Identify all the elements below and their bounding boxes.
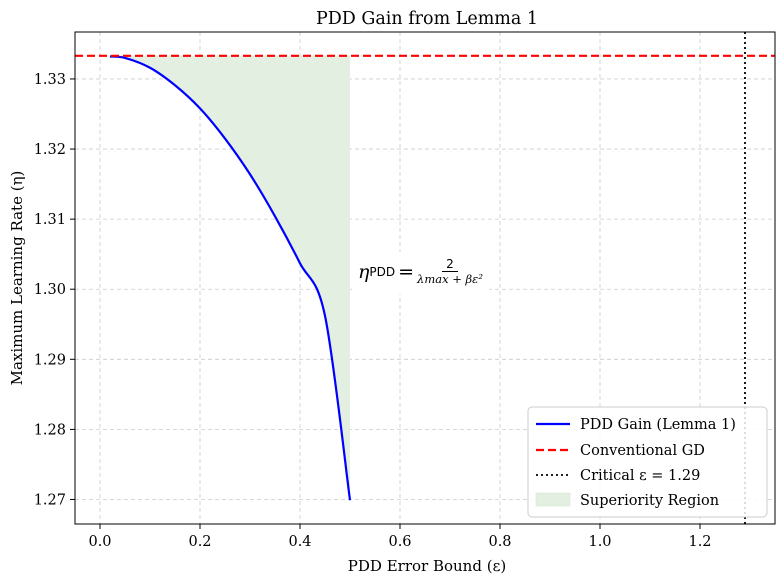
formula-numerator: 2	[442, 258, 458, 272]
legend-swatch-superiority	[535, 492, 571, 507]
x-tick-label: 0.4	[288, 534, 311, 550]
y-tick-label: 1.30	[34, 282, 66, 298]
chart-title: PDD Gain from Lemma 1	[316, 9, 538, 29]
legend: PDD Gain (Lemma 1) Conventional GD Criti…	[527, 406, 768, 518]
legend-label-conventional-gd: Conventional GD	[580, 443, 705, 459]
x-axis-label: PDD Error Bound (ε)	[348, 557, 506, 575]
x-tick-label: 0.8	[488, 534, 511, 550]
y-axis-label: Maximum Learning Rate (η)	[8, 171, 26, 386]
y-tick-label: 1.27	[34, 492, 66, 508]
plot-frame	[74, 31, 776, 525]
pdd-gain-curve	[109, 55, 352, 501]
formula-fraction: 2 λmax + βε²	[417, 258, 483, 287]
y-tick-label: 1.31	[34, 212, 66, 228]
x-tick-label: 1.0	[588, 534, 611, 550]
formula-equals: =	[398, 261, 415, 283]
formula-eta: η	[358, 261, 370, 283]
x-tick-label: 0.6	[388, 534, 411, 550]
y-tick-label: 1.32	[34, 142, 66, 158]
legend-box	[527, 406, 768, 518]
y-tick-label: 1.29	[34, 352, 66, 368]
legend-label-pdd-gain: PDD Gain (Lemma 1)	[580, 417, 736, 433]
legend-label-critical: Critical ε = 1.29	[580, 468, 700, 484]
x-tick-label: 0.2	[188, 534, 211, 550]
y-axis-ticks: 1.27 1.28 1.29 1.30 1.31 1.32 1.33	[34, 72, 75, 508]
formula-eta-subscript: PDD	[369, 265, 396, 279]
x-tick-label: 0.0	[88, 534, 111, 550]
x-tick-label: 1.2	[688, 534, 711, 550]
x-axis-ticks: 0.0 0.2 0.4 0.6 0.8 1.0 1.2	[88, 524, 712, 550]
formula-denominator: λmax + βε²	[417, 272, 483, 286]
formula-annotation: η PDD = 2 λmax + βε²	[352, 252, 489, 294]
y-tick-label: 1.33	[34, 72, 66, 88]
y-tick-label: 1.28	[34, 422, 66, 438]
legend-label-superiority: Superiority Region	[580, 493, 719, 509]
superiority-region-fill	[110, 55, 350, 501]
